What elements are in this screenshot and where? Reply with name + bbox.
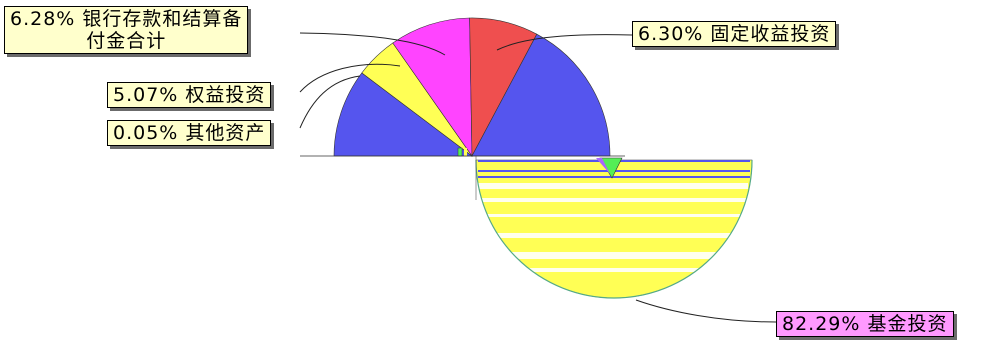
label-fund: 82.29% 基金投资 [776, 311, 954, 337]
label-other-text: 0.05% 其他资产 [113, 122, 266, 144]
fund-streak [478, 233, 748, 238]
leader-fixed [496, 34, 633, 51]
slice-sliver [464, 148, 467, 156]
label-bank-line2: 付金合计 [86, 30, 167, 52]
label-other-assets: 0.05% 其他资产 [107, 120, 272, 146]
slice-band-left [333, 72, 473, 157]
label-equity: 5.07% 权益投资 [107, 82, 272, 108]
slice-fund [475, 159, 753, 299]
fund-outline [475, 159, 753, 299]
slice-band-right [471, 33, 611, 157]
label-bank-deposits: 6.28% 银行存款和结算备 付金合计 [4, 6, 249, 54]
fund-streak [478, 198, 748, 202]
label-bank-line1: 6.28% 银行存款和结算备 [10, 8, 243, 30]
fund-streak [478, 183, 748, 189]
label-equity-text: 5.07% 权益投资 [113, 84, 266, 106]
fund-streak [478, 268, 748, 272]
slice-violet-wedge [596, 158, 610, 174]
leader-bank [299, 32, 446, 56]
fund-streak [478, 214, 748, 217]
slice-other-assets [457, 147, 463, 157]
leader-fund [635, 299, 777, 323]
leader-other [299, 75, 361, 129]
band-stripe [478, 176, 750, 178]
label-fund-text: 82.29% 基金投资 [782, 313, 948, 335]
fund-streak [478, 252, 748, 259]
leader-equity [299, 63, 401, 93]
label-fixed-income: 6.30% 固定收益投资 [632, 21, 837, 47]
slice-bank-deposits [392, 17, 473, 157]
label-fixed-text: 6.30% 固定收益投资 [638, 23, 831, 45]
